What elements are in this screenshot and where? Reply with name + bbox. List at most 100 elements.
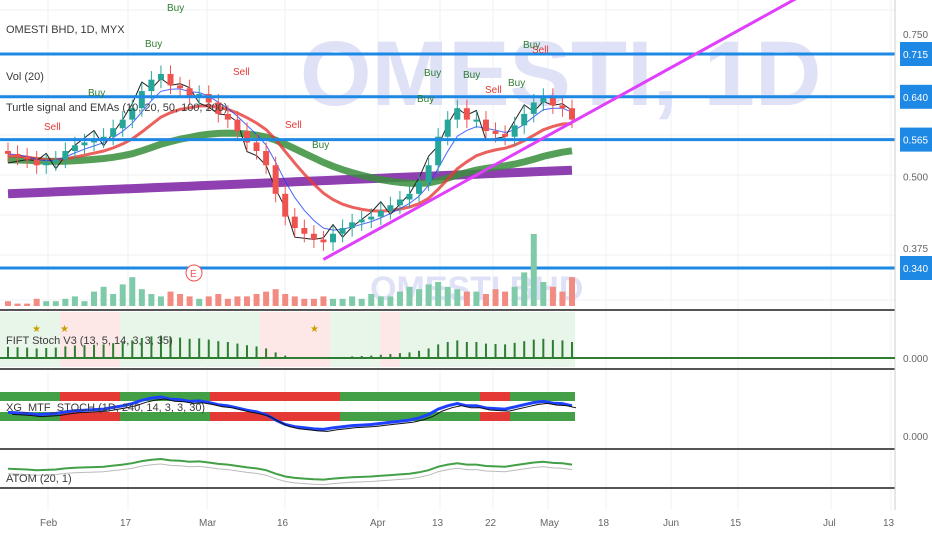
volume-bar — [263, 291, 270, 306]
volume-bar — [119, 284, 126, 306]
time-tick-label: Jun — [663, 518, 679, 529]
earnings-marker[interactable]: E — [185, 264, 203, 282]
volume-bar — [463, 291, 470, 306]
time-tick-label: 18 — [598, 518, 610, 529]
stoch-bar — [64, 346, 67, 358]
time-tick-label: 15 — [730, 518, 742, 529]
stoch-bar — [179, 337, 182, 358]
volume-bar — [330, 298, 337, 306]
time-tick-label: 13 — [432, 518, 444, 529]
stoch-bar — [169, 337, 172, 358]
mtf-zero-label: 0.000 — [903, 432, 928, 443]
stoch-bar — [484, 343, 487, 358]
volume-bar — [110, 294, 117, 306]
volume-bar — [425, 284, 432, 306]
indicator-label: Turtle signal and EMAs (10, 20, 50, 100,… — [6, 102, 228, 114]
candle-body — [62, 151, 69, 160]
candle-body — [530, 102, 537, 114]
stoch-bar — [446, 342, 449, 358]
candle-body — [14, 153, 21, 157]
stoch-bar — [494, 344, 497, 358]
stoch-bar — [226, 342, 229, 358]
volume-bar — [377, 296, 384, 306]
signal-sell: Sell — [285, 120, 302, 131]
price-axis[interactable]: 0.715 0.640 0.565 0.340 0.750 0.500 0.375 — [900, 30, 932, 280]
stoch-bar — [284, 355, 287, 358]
time-tick-label: May — [540, 518, 559, 529]
volume-bar — [511, 286, 518, 306]
stoch-bar — [54, 347, 57, 358]
stoch-bar — [332, 357, 335, 358]
stoch-bar — [398, 353, 401, 358]
volume-bar — [272, 289, 279, 306]
volume-bar — [435, 282, 442, 306]
stoch-bar — [427, 348, 430, 358]
candle-body — [387, 205, 394, 211]
volume-bar — [569, 277, 575, 306]
signal-buy: Buy — [145, 39, 162, 50]
volume-bar — [43, 301, 50, 306]
stoch-bar — [504, 344, 507, 358]
ema-100-line — [7, 129, 573, 188]
volume-bar — [492, 289, 499, 306]
volume-bar — [291, 296, 298, 306]
candle-body — [263, 151, 270, 166]
stoch-bar — [7, 346, 9, 358]
stoch-bar — [83, 345, 86, 358]
stoch-bar — [207, 339, 210, 358]
volume-bar — [5, 301, 11, 306]
trend-line[interactable] — [322, 0, 797, 261]
atom-label: ATOM (20, 1) — [6, 473, 72, 485]
candle-body — [425, 165, 432, 183]
volume-bar — [186, 296, 193, 306]
price-envelope-line — [7, 77, 573, 241]
volume-bar — [282, 294, 289, 306]
candle-body — [81, 142, 88, 146]
price-levels — [0, 52, 895, 270]
volume-label: Vol (20) — [6, 71, 44, 83]
mtf-bar-bottom — [60, 412, 120, 421]
candle-body — [215, 102, 222, 114]
volume-bar — [320, 296, 327, 306]
candle-body — [569, 108, 575, 120]
stoch-bg-red — [380, 312, 400, 367]
volume-bar — [157, 296, 164, 306]
signal-sell: Sell — [44, 122, 61, 133]
mtf-fast-line — [7, 395, 573, 431]
level-price-box — [900, 256, 932, 280]
time-axis[interactable]: Feb 17 Mar 16 Apr 13 22 May 18 Jun 15 Jul 13 — [40, 518, 895, 529]
candle-body — [234, 119, 241, 132]
candle-body — [148, 79, 155, 92]
candle-body — [492, 131, 499, 134]
stoch-bar — [551, 340, 554, 358]
mtf-bar-top — [510, 392, 575, 401]
stoch-bar — [513, 342, 516, 358]
stoch-bar — [293, 357, 296, 358]
stoch-star-icon: ★ — [310, 324, 319, 335]
price-tick-label: 0.375 — [903, 244, 928, 255]
price-tick-label: 0.750 — [903, 30, 928, 41]
stoch-bar — [236, 343, 239, 358]
candle-body — [157, 73, 164, 80]
candle-body — [540, 96, 547, 103]
mtf-bar-top — [480, 392, 510, 401]
volume-bar — [473, 291, 480, 306]
signal-buy: Buy — [167, 3, 184, 14]
candle-body — [138, 91, 145, 109]
level-price-box — [900, 84, 932, 109]
volume-bar — [502, 291, 509, 306]
stoch-bar — [379, 354, 382, 358]
time-tick-label: 22 — [485, 518, 497, 529]
stoch-bar — [26, 347, 29, 358]
volume-bar — [416, 289, 423, 306]
level-price-label: 0.640 — [903, 93, 928, 104]
signal-sell: Sell — [485, 85, 502, 96]
atom-line — [7, 457, 573, 481]
signal-buy: Buy — [463, 70, 480, 81]
stoch-bar — [303, 357, 306, 358]
candle-body — [444, 119, 451, 137]
volume-bar — [549, 286, 556, 306]
volume-bar — [205, 296, 212, 306]
volume-bar — [167, 291, 174, 306]
